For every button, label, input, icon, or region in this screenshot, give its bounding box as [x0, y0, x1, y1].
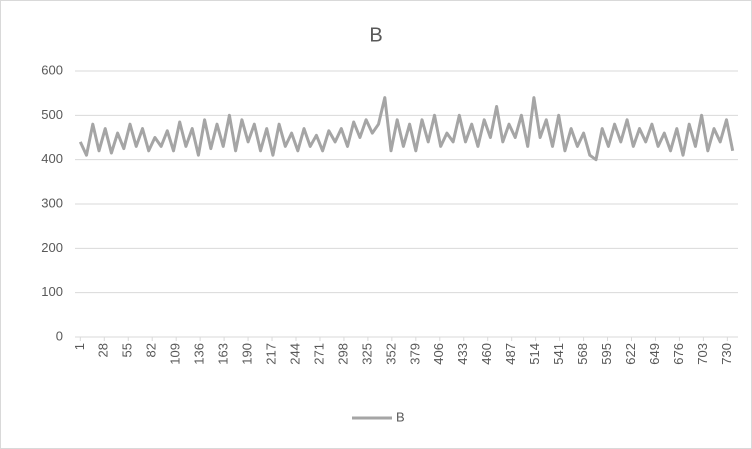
line-series — [78, 96, 735, 162]
x-tick-label: 487 — [503, 343, 518, 365]
x-tick-label: 325 — [359, 343, 374, 365]
y-tick-label: 300 — [41, 195, 63, 210]
chart-title: B — [369, 24, 382, 46]
y-tick-label: 200 — [41, 240, 63, 255]
x-tick-label: 406 — [431, 343, 446, 365]
y-tick-label: 100 — [41, 284, 63, 299]
x-tick-label: 514 — [527, 343, 542, 365]
x-tick-label: 730 — [719, 343, 734, 365]
x-tick-label: 298 — [335, 343, 350, 365]
x-tick-label: 649 — [647, 343, 662, 365]
x-tick-label: 1 — [72, 343, 87, 350]
x-tick-label: 541 — [551, 343, 566, 365]
x-tick-label: 244 — [287, 343, 302, 365]
x-tick-label: 433 — [455, 343, 470, 365]
x-tick-label: 703 — [695, 343, 710, 365]
x-tick-label: 622 — [623, 343, 638, 365]
x-tick-label: 379 — [407, 343, 422, 365]
x-tick-label: 55 — [120, 343, 135, 357]
x-tick-label: 676 — [671, 343, 686, 365]
x-tick-label: 190 — [240, 343, 255, 365]
y-tick-label: 600 — [41, 62, 63, 77]
x-tick-label: 460 — [479, 343, 494, 365]
x-tick-label: 352 — [383, 343, 398, 365]
x-tick-label: 217 — [263, 343, 278, 365]
y-tick-label: 400 — [41, 151, 63, 166]
legend-label: B — [396, 409, 405, 424]
x-tick-label: 109 — [168, 343, 183, 365]
x-tick-label: 163 — [216, 343, 231, 365]
x-tick-label: 568 — [575, 343, 590, 365]
y-tick-label: 0 — [56, 328, 63, 343]
y-tick-label: 500 — [41, 107, 63, 122]
x-tick-label: 28 — [96, 343, 111, 357]
x-tick-label: 136 — [192, 343, 207, 365]
x-tick-label: 271 — [311, 343, 326, 365]
x-tick-label: 595 — [599, 343, 614, 365]
x-tick-label: 82 — [144, 343, 159, 357]
